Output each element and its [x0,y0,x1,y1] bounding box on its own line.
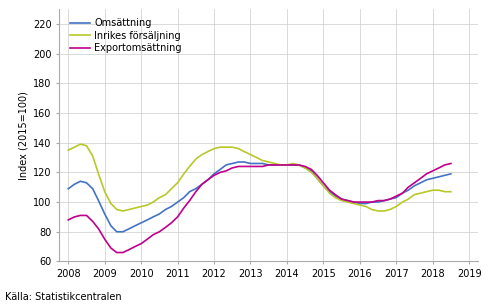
Line: Omsättning: Omsättning [68,162,451,232]
Inrikes försäljning [266,160,272,164]
Exportomsättning [284,163,290,167]
Exportomsättning [114,251,120,254]
Exportomsättning [320,181,326,185]
Exportomsättning [120,251,126,254]
Line: Inrikes försäljning: Inrikes försäljning [68,144,451,211]
Omsättning [290,163,296,167]
Line: Exportomsättning: Exportomsättning [68,164,451,253]
Exportomsättning [448,162,454,165]
Exportomsättning [229,166,235,170]
Omsättning [236,160,242,164]
Inrikes försäljning [326,191,332,195]
Omsättning [114,230,120,233]
Inrikes försäljning [290,162,296,165]
Inrikes försäljning [236,147,242,150]
Inrikes försäljning [77,142,83,146]
Exportomsättning [259,165,265,168]
Legend: Omsättning, Inrikes försäljning, Exportomsättning: Omsättning, Inrikes försäljning, Exporto… [68,16,184,55]
Omsättning [229,162,235,165]
Inrikes försäljning [126,208,132,211]
Text: Källa: Statistikcentralen: Källa: Statistikcentralen [5,292,122,302]
Omsättning [320,184,326,188]
Omsättning [448,172,454,176]
Exportomsättning [314,174,320,177]
Inrikes försäljning [120,209,126,213]
Omsättning [120,230,126,233]
Inrikes försäljning [448,190,454,194]
Inrikes försäljning [320,184,326,188]
Exportomsättning [65,218,71,222]
Inrikes försäljning [65,148,71,152]
Omsättning [326,190,332,194]
Omsättning [65,187,71,191]
Y-axis label: Index (2015=100): Index (2015=100) [19,91,29,180]
Omsättning [266,163,272,167]
